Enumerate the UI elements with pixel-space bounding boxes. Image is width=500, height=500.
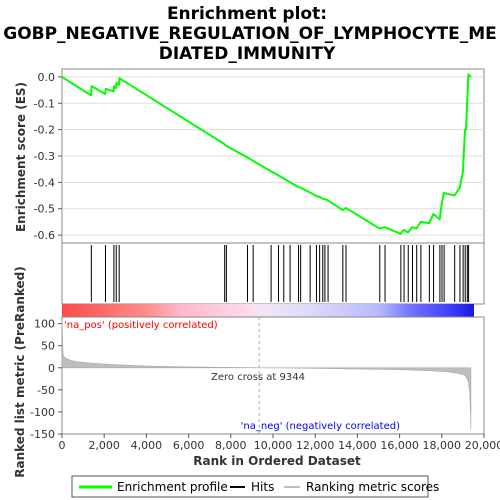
es-axis-ticks: 0.0 -0.1 -0.2 -0.3 -0.4 -0.5 -0.6	[34, 71, 62, 242]
zero-cross-label: Zero cross at 9344	[211, 372, 305, 383]
legend: Enrichment profile Hits Ranking metric s…	[71, 475, 439, 498]
metric-tick-label: 100	[34, 318, 55, 331]
enrichment-profile-line	[61, 73, 472, 235]
ranking-metric-area	[61, 318, 472, 430]
enrichment-profile-group	[61, 73, 472, 235]
hit-lines	[90, 245, 470, 302]
legend-enrichment-label: Enrichment profile	[117, 480, 228, 494]
x-tick-label: 10,000	[254, 439, 293, 452]
es-axis-title: Enrichment score (ES)	[14, 82, 28, 232]
x-tick-label: 16,000	[380, 439, 419, 452]
hits-panel-frame	[61, 242, 485, 305]
chart-title-line-3: DIATED_IMMUNITY	[159, 44, 336, 64]
rank-color-bar	[62, 304, 474, 317]
x-tick-label: 8,000	[215, 439, 247, 452]
es-tick-label: -0.3	[34, 150, 55, 163]
es-tick-label: -0.1	[34, 97, 55, 110]
es-tick-label: -0.4	[34, 176, 55, 189]
metric-axis-ticks: 100 50 0 -50 -100 -150	[30, 318, 62, 441]
x-tick-label: 2,000	[88, 439, 120, 452]
es-tick-label: -0.5	[34, 203, 55, 216]
negative-correlation-label: 'na_neg' (negatively correlated)	[241, 421, 400, 432]
legend-metric-label: Ranking metric scores	[306, 480, 439, 494]
es-tick-label: -0.6	[34, 229, 55, 242]
x-tick-label: 12,000	[296, 439, 335, 452]
x-tick-label: 18,000	[423, 439, 462, 452]
chart-title-line-1: Enrichment plot:	[167, 4, 327, 24]
metric-tick-label: 0	[48, 362, 55, 375]
x-tick-label: 0	[59, 439, 66, 452]
x-tick-label: 20,000	[465, 439, 500, 452]
x-tick-label: 14,000	[338, 439, 377, 452]
metric-tick-label: 50	[41, 340, 55, 353]
es-tick-label: 0.0	[38, 71, 56, 84]
metric-tick-label: -50	[37, 384, 55, 397]
metric-axis-title: Ranked list metric (PreRanked)	[13, 266, 27, 478]
ranking-metric-scores-area	[61, 318, 472, 430]
metric-panel-frame	[61, 316, 485, 435]
x-tick-label: 6,000	[173, 439, 205, 452]
es-tick-label: -0.2	[34, 124, 55, 137]
metric-tick-label: -100	[30, 406, 55, 419]
metric-tick-label: -150	[30, 428, 55, 441]
x-axis-ticks: 0 2,000 4,000 6,000 8,000 10,000 12,000 14,000 1…	[59, 434, 500, 452]
legend-frame	[71, 475, 429, 498]
es-grid	[62, 76, 484, 236]
x-axis-title: Rank in Ordered Dataset	[193, 454, 361, 468]
legend-hits-label: Hits	[251, 480, 274, 494]
x-tick-label: 4,000	[131, 439, 163, 452]
chart-title-line-2: GOBP_NEGATIVE_REGULATION_OF_LYMPHOCYTE_M…	[3, 24, 497, 44]
positive-correlation-label: 'na_pos' (positively correlated)	[64, 320, 218, 331]
